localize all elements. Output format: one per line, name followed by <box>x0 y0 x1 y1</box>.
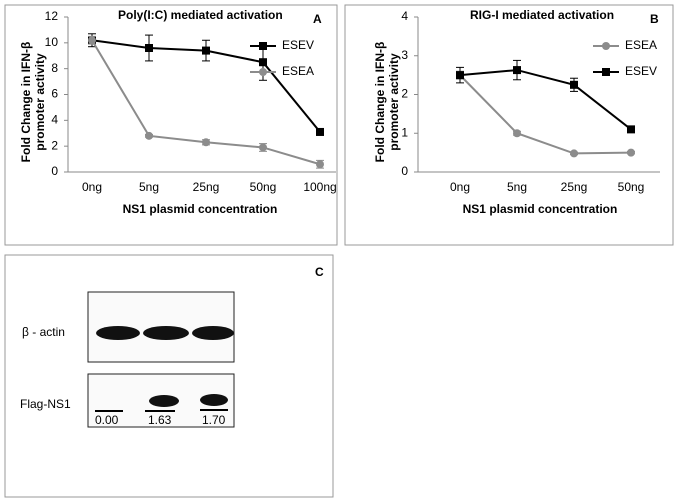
legend-label: ESEA <box>625 38 657 52</box>
legend-label: ESEV <box>282 38 314 52</box>
x-tick-label: 25ng <box>561 180 588 194</box>
marker <box>456 71 464 80</box>
x-tick-label: 5ng <box>507 180 527 194</box>
marker <box>259 58 267 67</box>
y-tick-label: 12 <box>45 9 59 23</box>
marker <box>259 143 267 152</box>
x-tick-label: 50ng <box>250 180 277 194</box>
legend-marker <box>259 68 267 76</box>
blot-band <box>143 326 189 340</box>
y-tick-label: 3 <box>401 48 408 62</box>
panel-label: A <box>313 12 322 26</box>
marker <box>627 125 635 134</box>
x-tick-label: 0ng <box>82 180 102 194</box>
x-axis-label: NS1 plasmid concentration <box>123 202 278 216</box>
y-axis-label: Fold Change in IFN-β promoter activity <box>19 41 47 163</box>
blot-band <box>192 326 234 340</box>
marker <box>145 131 153 140</box>
legend-marker <box>259 42 267 50</box>
marker <box>202 138 210 147</box>
x-axis-label: NS1 plasmid concentration <box>463 202 618 216</box>
y-tick-label: 4 <box>51 113 58 127</box>
panel-b-frame <box>344 4 674 246</box>
blot-band <box>149 395 179 407</box>
quantity: 1.70 <box>202 413 226 427</box>
marker <box>88 36 96 45</box>
x-tick-label: 50ng <box>618 180 645 194</box>
marker <box>570 149 578 158</box>
y-tick-label: 2 <box>51 138 58 152</box>
y-tick-label: 0 <box>51 164 58 178</box>
y-tick-label: 8 <box>51 61 58 75</box>
quantity: 1.63 <box>148 413 172 427</box>
blot-row-label: β - actin <box>22 325 65 339</box>
legend-marker <box>602 68 610 76</box>
y-tick-label: 6 <box>51 87 58 101</box>
panel-label: B <box>650 12 659 26</box>
marker <box>570 80 578 89</box>
x-tick-label: 100ng <box>303 180 336 194</box>
marker <box>316 160 324 169</box>
chart-title: Poly(I:C) mediated activation <box>118 8 283 22</box>
marker <box>513 129 521 138</box>
blot-band <box>96 326 140 340</box>
marker <box>513 66 521 75</box>
marker <box>316 127 324 136</box>
legend-label: ESEA <box>282 64 314 78</box>
x-tick-label: 25ng <box>193 180 220 194</box>
y-tick-label: 1 <box>401 125 408 139</box>
legend-marker <box>602 42 610 50</box>
x-tick-label: 0ng <box>450 180 470 194</box>
y-tick-label: 2 <box>401 87 408 101</box>
marker <box>202 46 210 55</box>
panel-c-frame <box>4 254 334 498</box>
y-tick-label: 0 <box>401 164 408 178</box>
marker <box>627 148 635 157</box>
panel-label: C <box>315 265 324 279</box>
panel-a-frame <box>4 4 338 246</box>
y-tick-label: 4 <box>401 9 408 23</box>
y-axis-label: Fold Change in IFN-β promoter activity <box>373 41 401 163</box>
x-tick-label: 5ng <box>139 180 159 194</box>
blot-row-label: Flag-NS1 <box>20 397 71 411</box>
chart-title: RIG-I mediated activation <box>470 8 614 22</box>
series-line <box>459 69 632 131</box>
y-tick-label: 10 <box>45 35 59 49</box>
legend-label: ESEV <box>625 64 657 78</box>
quantity: 0.00 <box>95 413 119 427</box>
marker <box>145 44 153 52</box>
blot-band <box>200 394 228 406</box>
series-line <box>459 74 632 155</box>
